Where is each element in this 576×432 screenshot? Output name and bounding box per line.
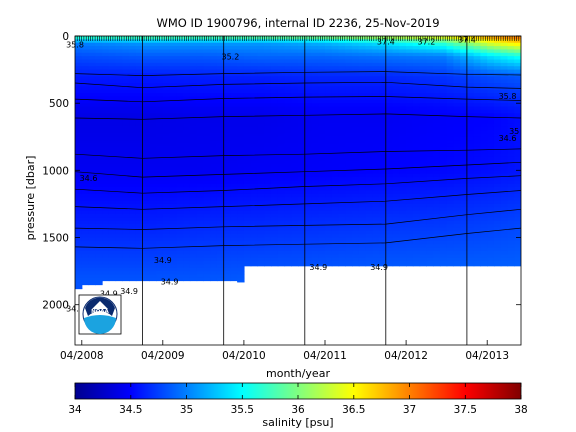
contour-label: 34.9 bbox=[370, 263, 388, 272]
contour-label: 35 bbox=[509, 127, 519, 136]
colorbar-tick-label: 34.5 bbox=[119, 404, 142, 416]
contour-label: 34.9 bbox=[309, 263, 327, 272]
x-tick-label: 04/2009 bbox=[141, 350, 185, 362]
contour-label: 34.9 bbox=[100, 290, 118, 299]
colorbar-tick-label: 35.5 bbox=[231, 404, 254, 416]
y-axis-label: pressure [dbar] bbox=[24, 156, 37, 241]
contour-label: 34.6 bbox=[499, 134, 517, 143]
salinity-field bbox=[75, 36, 521, 290]
colorbar-tick-label: 36.5 bbox=[342, 404, 365, 416]
contour-label: 37.4 bbox=[377, 38, 395, 47]
colorbar-tick-label: 35 bbox=[180, 404, 193, 416]
x-tick-label: 04/2010 bbox=[222, 350, 266, 362]
plot-area: 35.835.237.4 37.2 37.435.83534.634.634.934… bbox=[66, 35, 522, 346]
contour-label: 37.2 bbox=[417, 38, 435, 47]
plot-frame bbox=[74, 35, 522, 346]
x-axis: 04/2008 04/2009 04/2010 04/2011 04/2012 04/20… bbox=[60, 340, 509, 362]
contour-label: 37.4 bbox=[458, 36, 476, 45]
y-tick-label: 0 bbox=[62, 31, 69, 43]
noaa-logo: NOAA bbox=[78, 294, 122, 335]
colorbar-ticks: 34 34.5 35 35.5 36 36.5 37 37.5 38 bbox=[68, 383, 528, 416]
colorbar-tick-label: 38 bbox=[514, 404, 527, 416]
profile-tick-marks bbox=[74, 36, 520, 41]
contour-label: 34.9 bbox=[154, 256, 172, 265]
y-tick-label: 1000 bbox=[42, 165, 69, 177]
colorbar-tick-label: 36 bbox=[291, 404, 305, 416]
colorbar: 34 34.5 35 35.5 36 36.5 37 37.5 38 bbox=[68, 382, 528, 416]
contour-label: 35.8 bbox=[499, 92, 517, 101]
colorbar-label: salinity [psu] bbox=[262, 416, 333, 429]
contour-label: 35.2 bbox=[221, 53, 239, 62]
contour-label: 34.6 bbox=[80, 174, 98, 183]
y-tick-label: 2000 bbox=[42, 300, 69, 312]
colorbar-tick-label: 37.5 bbox=[454, 404, 477, 416]
contour-label: 34.9 bbox=[161, 278, 179, 287]
x-tick-label: 04/2011 bbox=[303, 350, 347, 362]
contour-label: 34.9 bbox=[120, 287, 138, 296]
x-tick-label: 04/2008 bbox=[60, 350, 104, 362]
y-tick-label: 1500 bbox=[42, 233, 69, 245]
x-tick-label: 04/2012 bbox=[384, 350, 428, 362]
noaa-wordmark: NOAA bbox=[91, 309, 109, 315]
x-axis-label: month/year bbox=[266, 367, 330, 380]
x-tick-label: 04/2013 bbox=[465, 350, 509, 362]
y-axis: 0 500 1000 1500 2000 bbox=[42, 31, 521, 312]
colorbar-tick-label: 37 bbox=[403, 404, 416, 416]
year-separator-lines bbox=[142, 36, 468, 345]
colorbar-tick-label: 34 bbox=[68, 404, 82, 416]
y-tick-label: 500 bbox=[49, 98, 69, 110]
chart-title: WMO ID 1900796, internal ID 2236, 25-Nov… bbox=[156, 16, 439, 30]
